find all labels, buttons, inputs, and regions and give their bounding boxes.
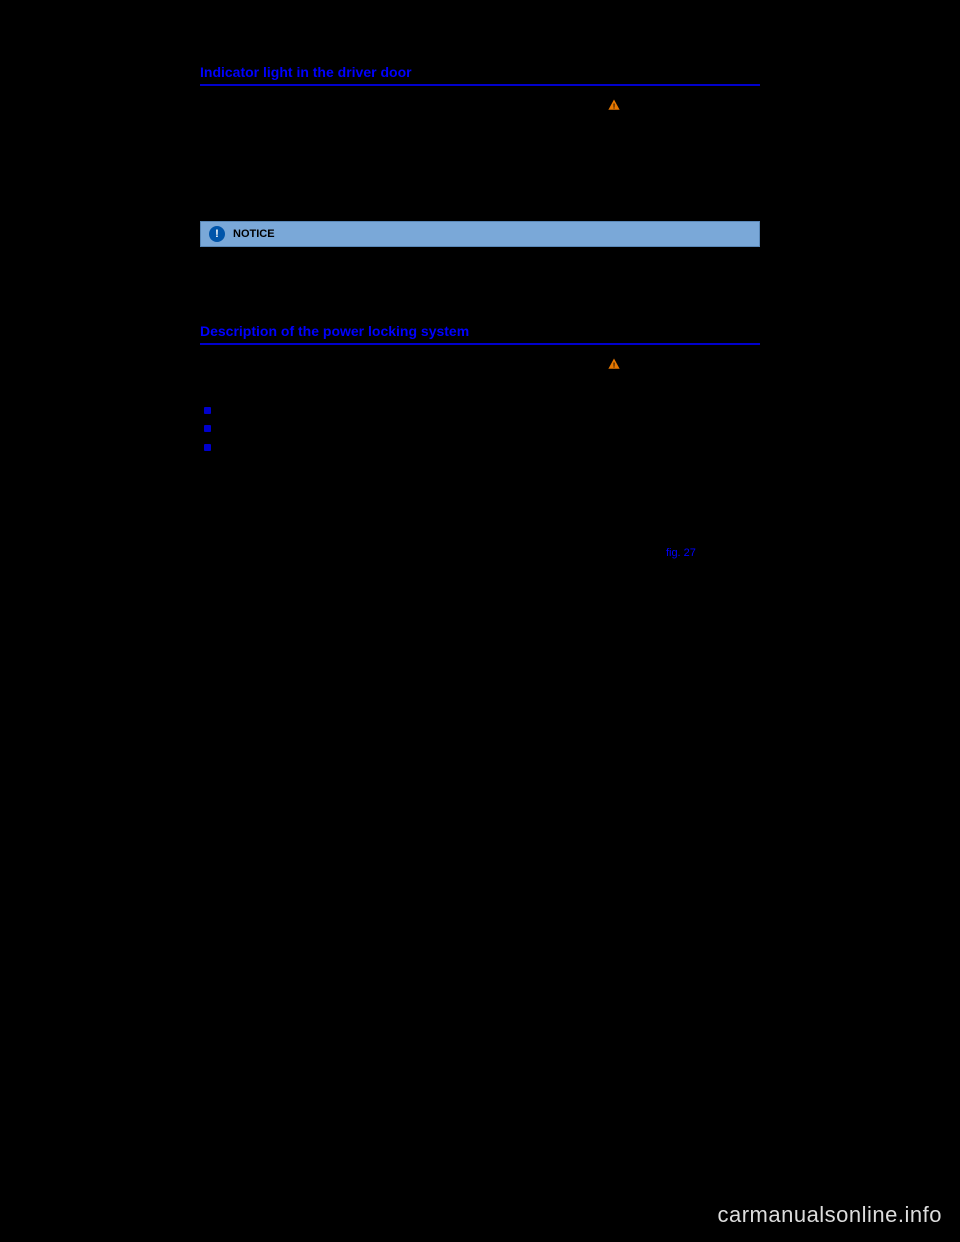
intro-line-2: Please first read and note the introduct… — [200, 357, 760, 369]
svg-text:!: ! — [613, 104, 615, 111]
bullet-list: From outside with the vehicle key. From … — [200, 402, 760, 456]
body-para-s2-2: If you open a door from the inside, you … — [200, 463, 760, 496]
intro-line-1: Please first read and note the introduct… — [200, 98, 760, 110]
body-para-s2-1: The power locking system lets you lock a… — [200, 377, 760, 394]
book-icon — [200, 359, 210, 367]
body-para-s2-4: On vehicles with Keyless Access, the dri… — [200, 545, 760, 578]
section-heading-power-locking: Description of the power locking system — [200, 323, 760, 345]
intro-text-2: Please first read and note the introduct… — [213, 357, 605, 369]
notice-box: ! NOTICE — [200, 221, 760, 247]
body-para-s2-3: Different settings are available in the … — [200, 504, 760, 537]
list-item: From inside with the power locking butto… — [200, 439, 760, 456]
watermark: carmanualsonline.info — [717, 1202, 942, 1228]
page-container: Indicator light in the driver door Pleas… — [0, 0, 960, 626]
warning-triangle-icon: ! — [608, 99, 620, 109]
notice-icon: ! — [209, 226, 225, 242]
svg-text:!: ! — [613, 363, 615, 370]
section-heading-indicator: Indicator light in the driver door — [200, 64, 760, 86]
fig-link[interactable]: fig. 27 — [666, 547, 696, 559]
para4-prefix: On vehicles with Keyless Access, the dri… — [200, 547, 666, 559]
notice-label: NOTICE — [233, 228, 275, 240]
intro-text-1: Please first read and note the introduct… — [213, 98, 605, 110]
book-icon — [200, 100, 210, 108]
body-para-2: If the indicator light in the driver doo… — [200, 159, 760, 209]
list-item: From outside with the vehicle key. — [200, 402, 760, 419]
section-gap — [200, 279, 760, 315]
list-item: From outside with Keyless Access, the ke… — [200, 420, 760, 437]
body-para-1: When the vehicle is locked, the red LED … — [200, 118, 760, 151]
warning-triangle-icon: ! — [608, 358, 620, 368]
notice-text: Failure to heed warning lights or text W… — [200, 255, 760, 272]
